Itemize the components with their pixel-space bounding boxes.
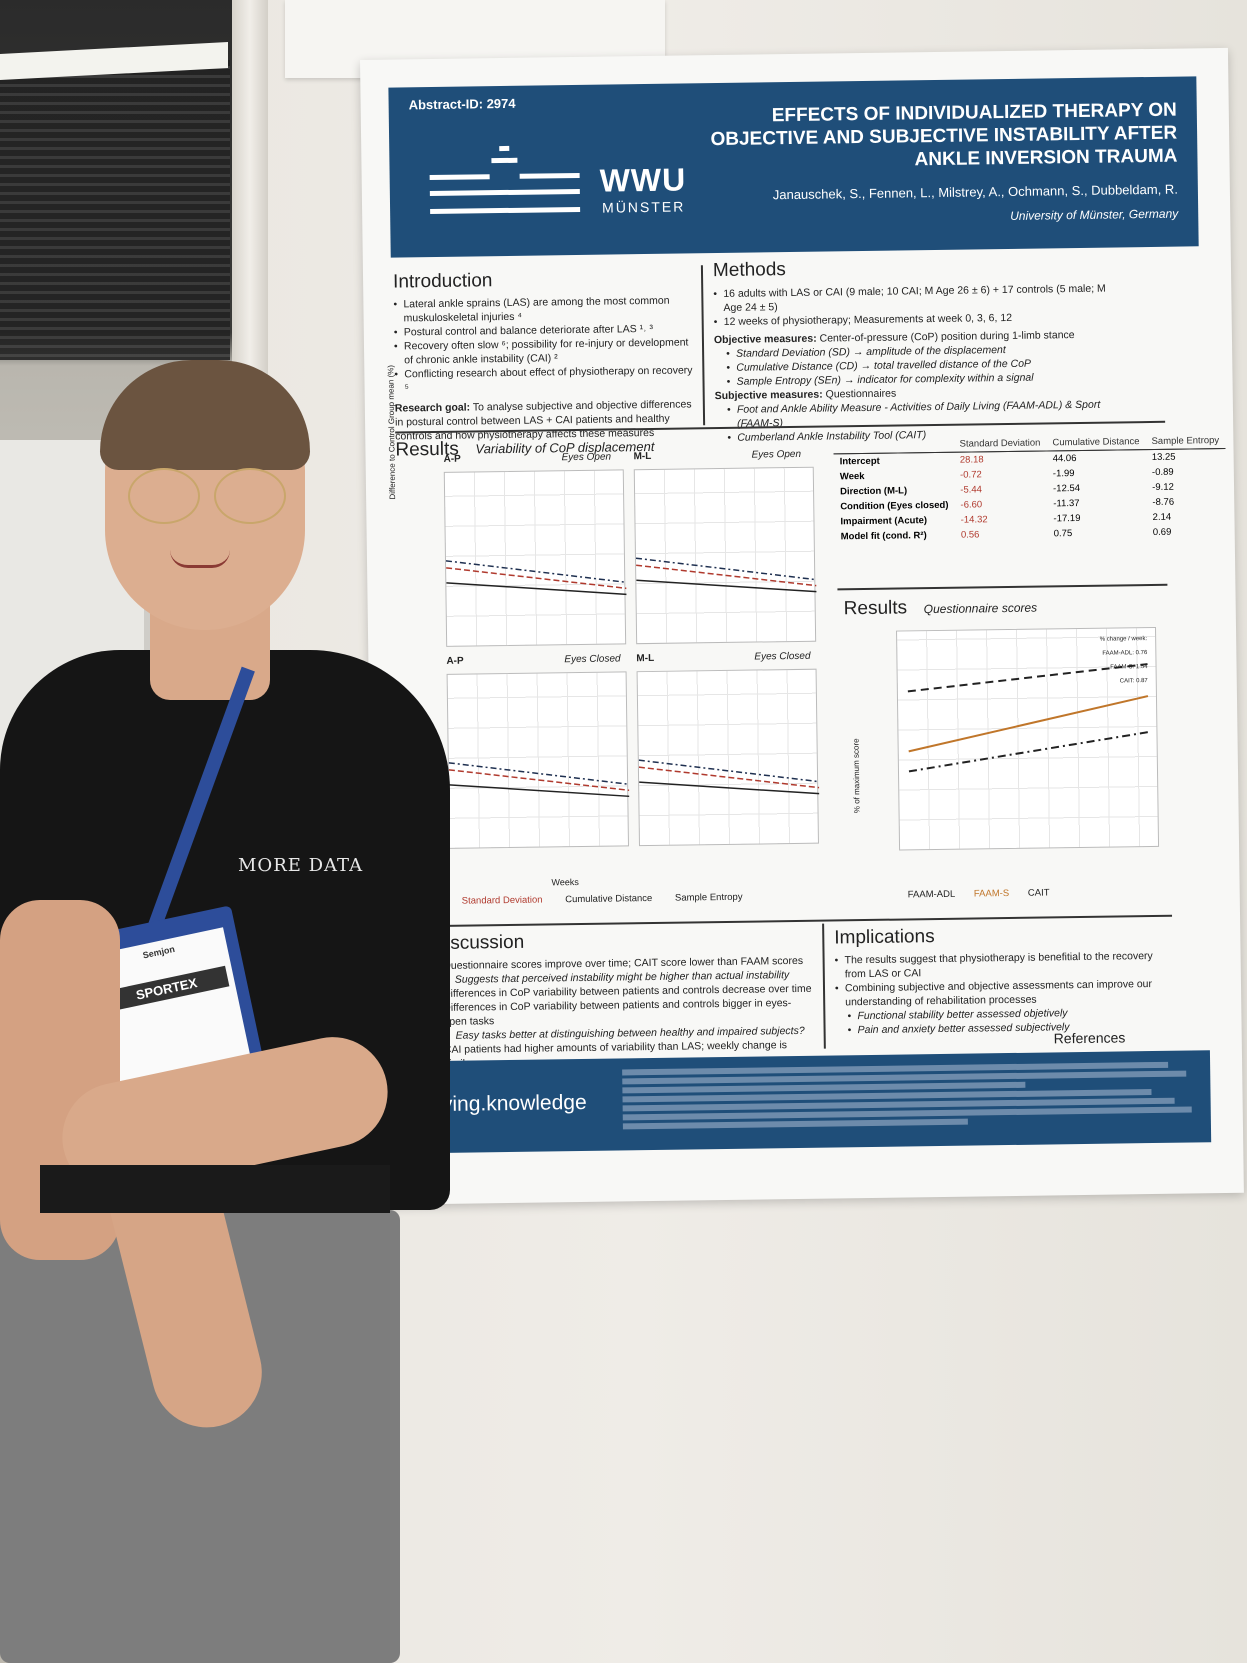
- table-header: Cumulative Distance: [1046, 434, 1146, 451]
- cop-plot: [443, 469, 627, 647]
- legend-se: Sample Entropy: [674, 891, 743, 904]
- implications-list: The results suggest that physiotherapy i…: [835, 949, 1166, 1038]
- q-change-cait: CAIT: 0.87: [1119, 678, 1148, 685]
- table-header: Standard Deviation: [953, 435, 1047, 453]
- table-cell: Week: [839, 470, 865, 483]
- section-divider: [700, 265, 706, 426]
- table-cell: Condition (Eyes closed): [840, 499, 949, 513]
- abstract-id: Abstract-ID: 2974: [408, 95, 516, 113]
- section-divider: [837, 583, 1168, 591]
- plot-condition-label: Eyes Open: [561, 451, 612, 464]
- intro-heading: Introduction: [392, 270, 493, 293]
- cop-plot: [636, 668, 820, 847]
- objective-label: Objective measures:: [713, 332, 817, 347]
- poster-footer: living.knowledge: [401, 1050, 1212, 1154]
- subjective-text: Questionnaires: [825, 387, 897, 401]
- cop-plot: [633, 466, 817, 645]
- table-cell: -1.99: [1052, 468, 1075, 480]
- section-divider: [822, 923, 826, 1049]
- q-y-label: % of maximum score: [851, 738, 862, 814]
- table-cell: 44.06: [1052, 453, 1077, 465]
- university: University of Münster, Germany: [1010, 206, 1179, 223]
- plot-axis-label: M-L: [633, 450, 652, 463]
- poster-header: Abstract-ID: 2974 WWU MÜNSTER EFFECTS OF…: [388, 76, 1199, 258]
- hair: [100, 360, 310, 470]
- table-cell: 0.56: [960, 529, 980, 541]
- table-cell: 28.18: [959, 454, 984, 466]
- q-results-heading: Results: [843, 597, 908, 620]
- legend-faam-s: FAAM-S: [973, 888, 1010, 900]
- legend-faam-adl: FAAM-ADL: [907, 888, 956, 901]
- plot-condition-label: Eyes Closed: [564, 653, 621, 666]
- section-divider: [402, 914, 1173, 928]
- glasses-right-lens: [214, 468, 286, 524]
- table-cell: 2.14: [1152, 511, 1172, 523]
- table-cell: Direction (M-L): [839, 485, 908, 498]
- poster: Abstract-ID: 2974 WWU MÜNSTER EFFECTS OF…: [360, 47, 1244, 1205]
- table-cell: Impairment (Acute): [840, 515, 928, 528]
- table-cell: -0.72: [959, 469, 982, 481]
- list-item: Lateral ankle sprains (LAS) are among th…: [393, 293, 693, 325]
- plot-condition-label: Eyes Open: [751, 448, 802, 461]
- glasses-left-lens: [128, 468, 200, 524]
- table-cell: 13.25: [1151, 451, 1176, 463]
- table-cell: -12.54: [1053, 482, 1081, 495]
- table-cell: 0.75: [1053, 528, 1073, 540]
- methods-list: 16 adults with LAS or CAI (9 male; 10 CA…: [713, 281, 1125, 445]
- shirt-print: MORE DATA: [238, 855, 364, 876]
- legend-cait: CAIT: [1027, 887, 1050, 899]
- table-cell: 0.69: [1152, 526, 1172, 538]
- subjective-label: Subjective measures:: [714, 388, 823, 403]
- logo-city: MÜNSTER: [601, 198, 686, 216]
- methods-heading: Methods: [712, 259, 786, 282]
- plot-axis-label: M-L: [636, 652, 655, 665]
- presenter: MORE DATA Semjon SPORTEX: [0, 360, 460, 1663]
- logo-name: WWU: [599, 161, 687, 199]
- ceiling-grille: [0, 60, 230, 360]
- table-cell: Model fit (cond. R²): [840, 530, 927, 543]
- smile: [170, 550, 230, 568]
- x-axis-label: Weeks: [551, 877, 579, 888]
- table-cell: -5.44: [960, 484, 983, 496]
- poster-title: EFFECTS OF INDIVIDUALIZED THERAPY ON OBJ…: [710, 99, 1178, 171]
- belt: [40, 1165, 390, 1213]
- plot-condition-label: Eyes Closed: [754, 650, 811, 663]
- legend-sd: Standard Deviation: [461, 894, 543, 907]
- table-cell: -9.12: [1152, 481, 1174, 493]
- table-cell: -0.89: [1151, 466, 1174, 478]
- coefficient-table: Standard Deviation Cumulative Distance Sam…: [833, 432, 1226, 544]
- references-heading: References: [1053, 1029, 1126, 1047]
- table-header: Sample Entropy: [1145, 432, 1226, 450]
- table-cell: -11.37: [1053, 497, 1080, 510]
- authors: Janauschek, S., Fennen, L., Milstrey, A.…: [772, 181, 1178, 203]
- wwu-logo-icon: [429, 145, 590, 227]
- cop-plot: [446, 671, 630, 849]
- reference-list: [622, 1058, 1198, 1132]
- questionnaire-plot: % change / week: FAAM-ADL: 0.76 FAAM-S: …: [896, 626, 1160, 851]
- legend-cd: Cumulative Distance: [565, 893, 653, 906]
- table-cell: -17.19: [1053, 512, 1081, 525]
- table-cell: -14.32: [960, 514, 988, 526]
- table-header: [833, 436, 954, 454]
- plot-legend: Standard Deviation Cumulative Distance S…: [462, 891, 743, 909]
- table-cell: -8.76: [1152, 496, 1175, 508]
- implications-heading: Implications: [834, 926, 935, 949]
- badge-brand: SPORTEX: [103, 965, 230, 1013]
- table-cell: -6.60: [960, 499, 983, 511]
- q-change-list: % change / week: FAAM-ADL: 0.76 FAAM-S: …: [1007, 632, 1148, 690]
- questionnaire-chart: [907, 663, 1149, 773]
- table-cell: Intercept: [839, 455, 880, 468]
- q-subheading: Questionnaire scores: [923, 600, 1038, 617]
- q-legend: FAAM-ADL FAAM-S CAIT: [908, 886, 1050, 902]
